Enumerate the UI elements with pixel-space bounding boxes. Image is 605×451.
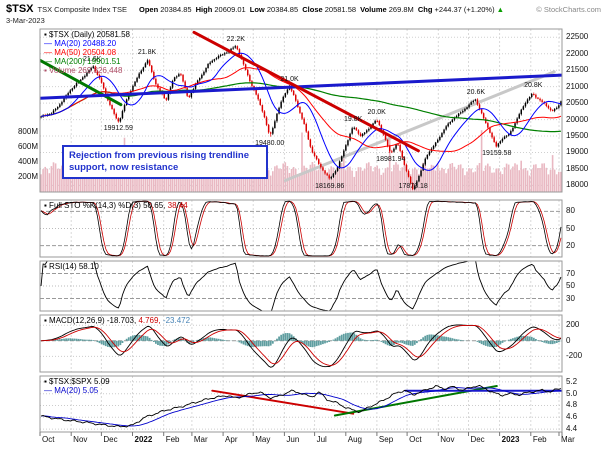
quote-row: $TSX TSX Composite Index TSE Open 20384.… (6, 3, 601, 15)
chart-header: $TSX TSX Composite Index TSE Open 20384.… (0, 0, 605, 28)
quote-value: 20609.01 (214, 5, 248, 14)
quote-value: 20581.58 (324, 5, 359, 14)
chart-date: 3-Mar-2023 (6, 16, 45, 25)
quote-label: High (195, 5, 215, 14)
quote-value: 269.8M (388, 5, 416, 14)
quote-value: 20384.85 (160, 5, 194, 14)
quote-label: Chg (417, 5, 435, 14)
quote-label: Volume (360, 5, 389, 14)
quote-strip: Open 20384.85 High 20609.01 Low 20384.85… (137, 5, 536, 14)
change-up-arrow-icon: ▲ (496, 5, 505, 14)
quote-label: Close (302, 5, 325, 14)
quote-value: 20384.85 (266, 5, 301, 14)
symbol-name: TSX Composite Index TSE (37, 5, 127, 14)
symbol: $TSX (6, 3, 34, 15)
quote-label: Low (249, 5, 267, 14)
quote-value: +244.37 (+1.20%) (434, 5, 497, 14)
quote-label: Open (139, 5, 161, 14)
copyright: © StockCharts.com (536, 5, 601, 14)
date-row: 3-Mar-2023 (6, 16, 45, 25)
